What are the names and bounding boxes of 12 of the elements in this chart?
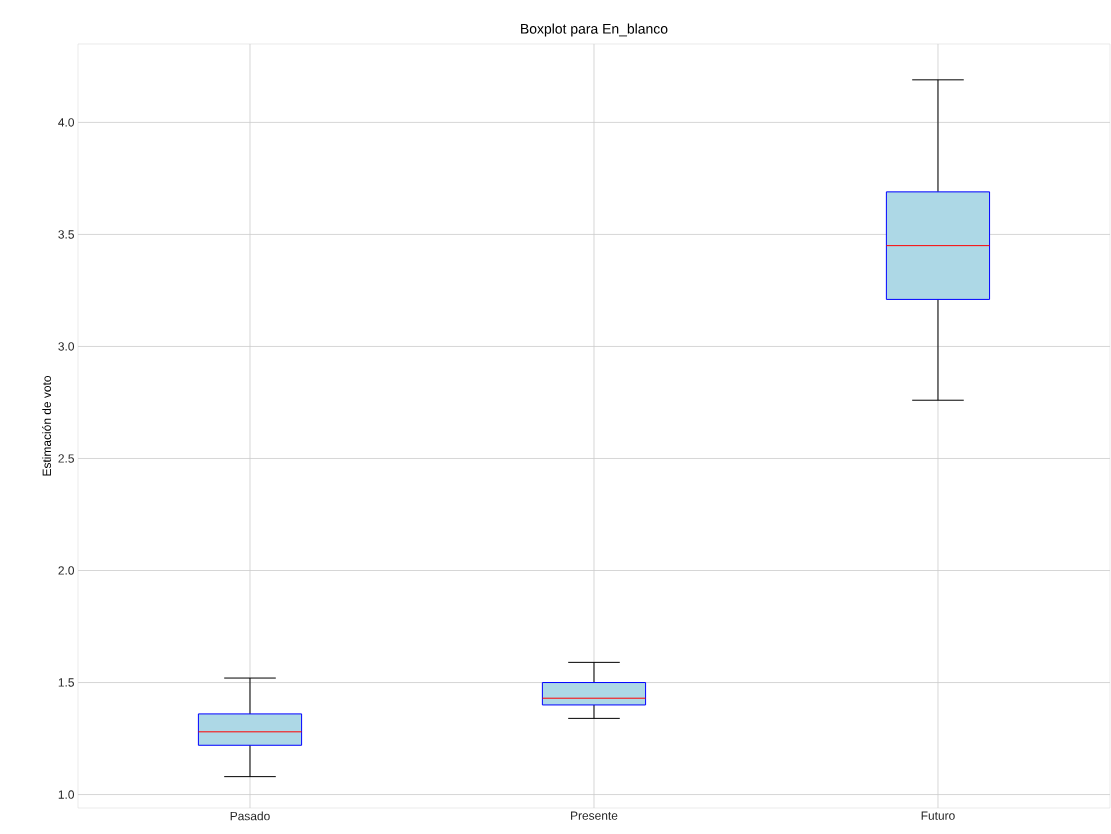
x-tick-label: Futuro xyxy=(921,811,955,820)
chart-title: Boxplot para En_blanco xyxy=(521,23,668,37)
y-axis-title: Estimación de voto xyxy=(42,376,52,476)
y-tick-label: 1.0 xyxy=(58,790,75,799)
y-tick-label: 2.0 xyxy=(58,566,75,575)
y-tick-label: 1.5 xyxy=(58,678,74,687)
y-tick-label: 3.5 xyxy=(58,230,74,239)
y-tick-label: 4.0 xyxy=(58,118,75,127)
y-tick-label: 3.0 xyxy=(58,342,75,351)
x-tick-label: Pasado xyxy=(230,811,270,821)
x-tick-label: Presente xyxy=(571,811,618,820)
y-tick-label: 2.5 xyxy=(58,454,74,463)
